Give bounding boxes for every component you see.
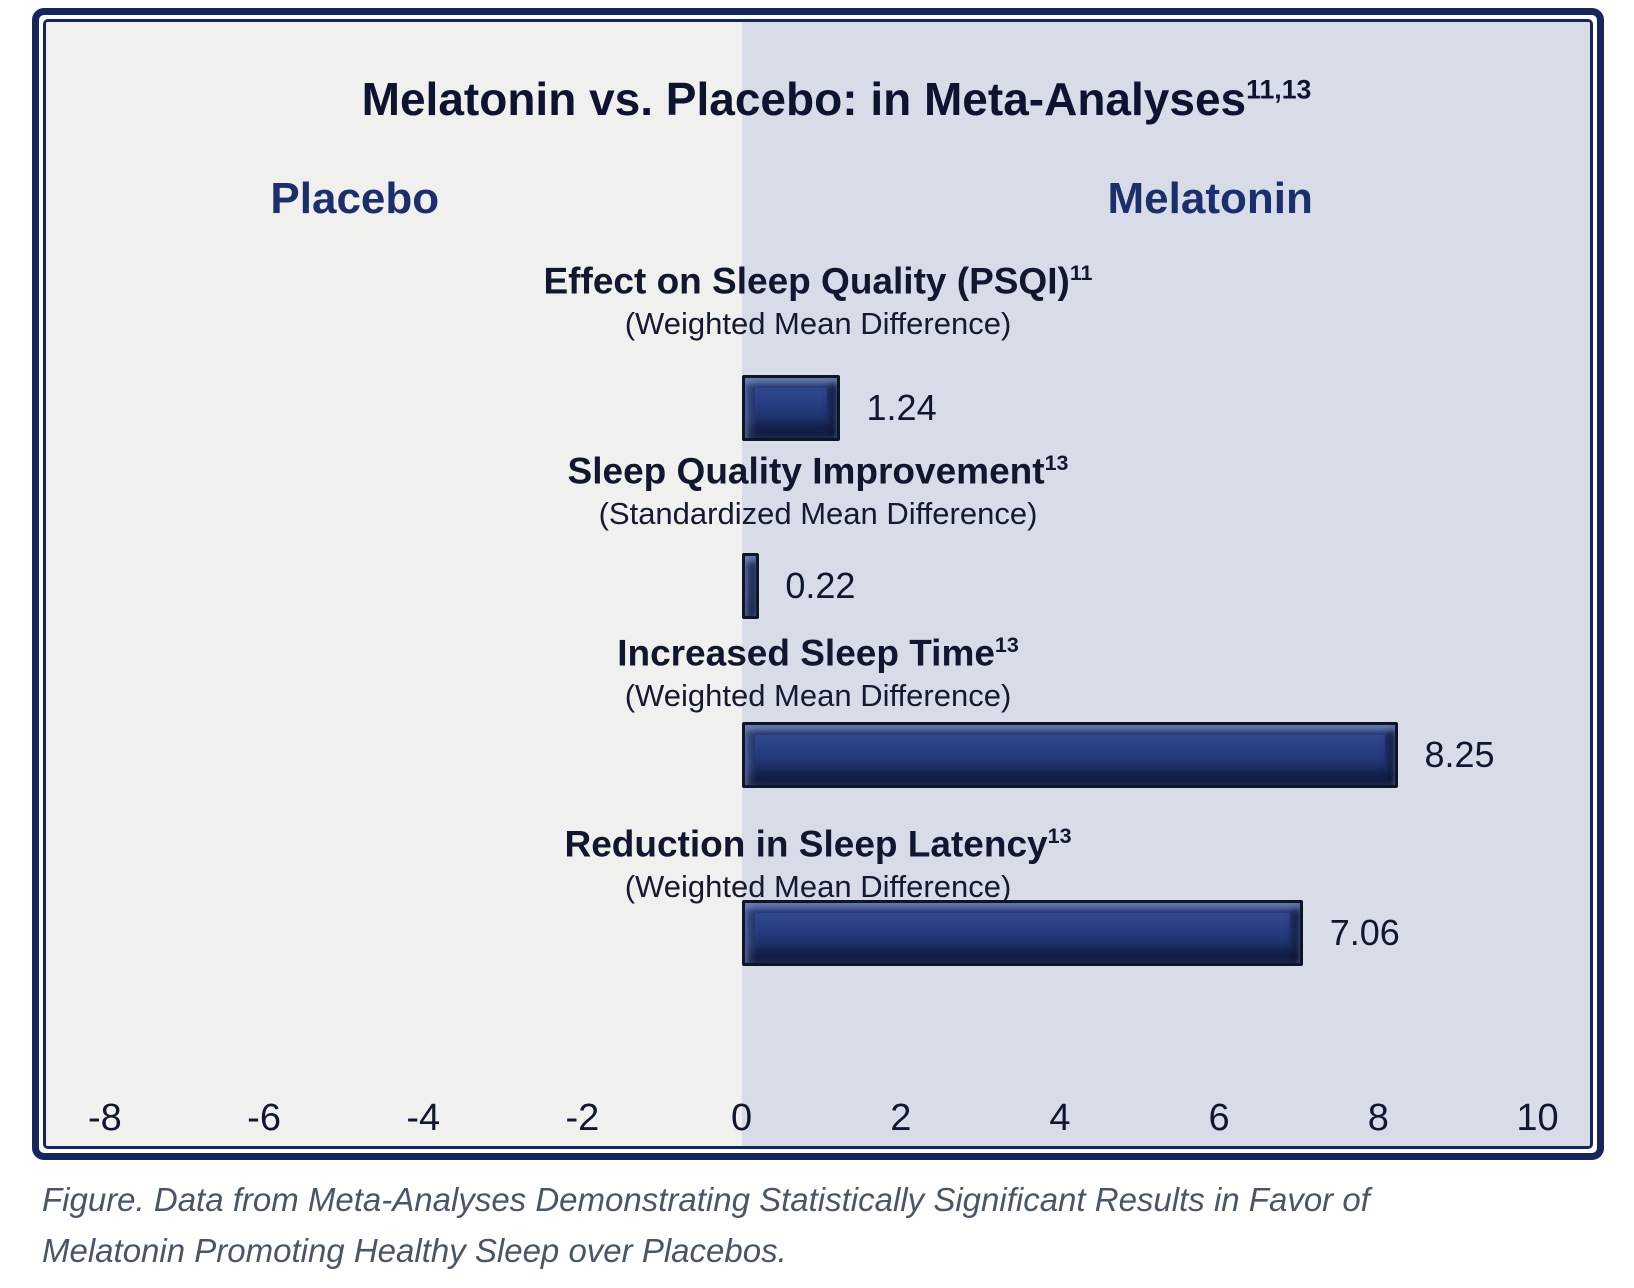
chart-frame: Melatonin vs. Placebo: in Meta-Analyses1… xyxy=(32,8,1604,1160)
bar-increased-sleep-time xyxy=(741,722,1399,788)
bar-value-label: 1.24 xyxy=(866,387,937,428)
bar-sleep-quality-improvement xyxy=(741,553,760,619)
category-reference-superscript: 11 xyxy=(1069,261,1093,285)
bar-value-label: 0.22 xyxy=(785,565,856,606)
category-label: Increased Sleep Time13 xyxy=(617,632,1019,674)
x-axis-tick-label: 0 xyxy=(731,1097,753,1139)
category-label: Sleep Quality Improvement13 xyxy=(567,450,1069,492)
category-heading: Effect on Sleep Quality (PSQI)11 (Weighte… xyxy=(46,250,1590,344)
category-reference-superscript: 13 xyxy=(994,633,1019,657)
bar-reduction-in-sleep-latency xyxy=(741,900,1304,966)
x-axis-tick-label: 10 xyxy=(1516,1097,1559,1139)
chart-frame-inner-border: Melatonin vs. Placebo: in Meta-Analyses1… xyxy=(43,19,1593,1149)
chart-title-text: Melatonin vs. Placebo: in Meta-Analyses xyxy=(361,73,1247,125)
x-axis-tick-label: -2 xyxy=(565,1097,600,1139)
category-measure-label: (Weighted Mean Difference) xyxy=(624,678,1012,714)
melatonin-side-label: Melatonin xyxy=(1107,174,1313,223)
x-axis-tick-label: -8 xyxy=(87,1097,122,1139)
chart-title-superscript: 11,13 xyxy=(1246,74,1312,105)
figure-caption: Figure. Data from Meta-Analyses Demonstr… xyxy=(42,1181,1370,1270)
category-heading: Sleep Quality Improvement13 (Standardized… xyxy=(46,440,1590,534)
x-axis-tick-label: 8 xyxy=(1367,1097,1389,1139)
category-heading: Reduction in Sleep Latency13 (Weighted Me… xyxy=(46,813,1590,907)
placebo-background xyxy=(46,22,742,1146)
category-label: Reduction in Sleep Latency13 xyxy=(564,823,1072,865)
bar-value-label: 7.06 xyxy=(1329,912,1400,953)
bar-effect-on-sleep-quality-psqi xyxy=(741,375,841,441)
category-reference-superscript: 13 xyxy=(1044,451,1069,475)
chart-title: Melatonin vs. Placebo: in Meta-Analyses1… xyxy=(65,72,1590,126)
x-axis-tick-label: -6 xyxy=(247,1097,281,1139)
category-heading: Increased Sleep Time13 (Weighted Mean Dif… xyxy=(46,622,1590,716)
placebo-side-label: Placebo xyxy=(270,174,440,223)
category-measure-label: (Standardized Mean Difference) xyxy=(598,496,1038,532)
category-measure-label: (Weighted Mean Difference) xyxy=(624,306,1012,342)
category-reference-superscript: 13 xyxy=(1047,824,1072,848)
plot-area: Melatonin vs. Placebo: in Meta-Analyses1… xyxy=(46,22,1590,1146)
bar-value-label: 8.25 xyxy=(1424,734,1495,775)
category-label: Effect on Sleep Quality (PSQI)11 xyxy=(543,260,1093,302)
x-axis-tick-label: -4 xyxy=(406,1097,441,1139)
x-axis-tick-label: 2 xyxy=(890,1097,912,1139)
x-axis-tick-label: 4 xyxy=(1049,1097,1071,1139)
x-axis-tick-label: 6 xyxy=(1208,1097,1230,1139)
category-measure-label: (Weighted Mean Difference) xyxy=(624,869,1012,905)
